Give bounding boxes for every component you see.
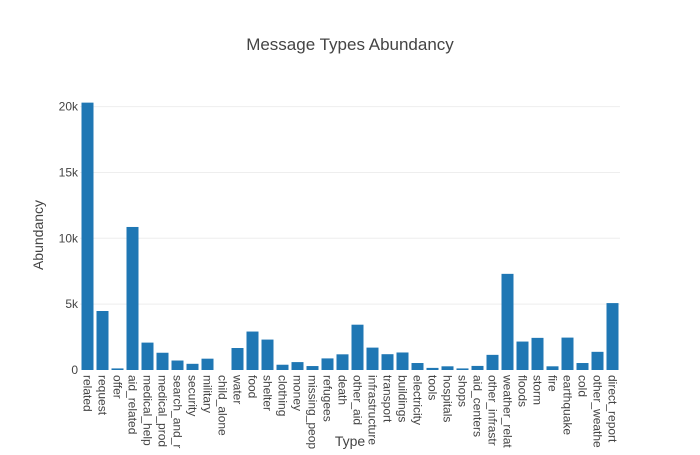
x-tick-label: offer [111,375,125,399]
x-tick-label: child_alone [216,375,230,436]
bar-fire[interactable] [546,366,559,370]
bar-storm[interactable] [531,337,544,370]
x-tick-label: hospitals [441,375,455,422]
bar-tools[interactable] [426,367,439,370]
x-tick-label: food [246,375,260,398]
x-tick-label: cold [576,375,590,397]
x-tick-label: clothing [276,375,290,416]
y-tick-label: 10k [59,231,79,245]
bar-other_aid[interactable] [351,324,364,370]
bar-refugees[interactable] [321,358,334,370]
bar-transport[interactable] [381,354,394,370]
bar-clothing[interactable] [276,364,289,370]
bar-military[interactable] [201,358,214,370]
bar-search_and_r[interactable] [171,360,184,370]
bar-aid_related[interactable] [126,226,139,370]
bar-money[interactable] [291,362,304,370]
bar-other_weathe[interactable] [591,351,604,370]
bar-shops[interactable] [456,368,469,370]
bar-electricity[interactable] [411,363,424,370]
x-tick-label: refugees [321,375,335,422]
bar-related[interactable] [81,102,94,370]
x-tick-label: other_weathe [591,375,605,448]
bar-water[interactable] [231,348,244,370]
x-tick-label: water [231,374,245,404]
bar-infrastructure[interactable] [366,347,379,370]
x-axis-title: Type [335,433,366,449]
bar-medical_help[interactable] [141,342,154,370]
x-tick-label: earthquake [561,375,575,435]
x-tick-labels: related request offer aid_related medical_he… [81,374,620,449]
x-tick-label: direct_report [606,375,620,443]
x-tick-label: aid_centers [471,375,485,437]
bar-cold[interactable] [576,363,589,370]
x-tick-label: fire [546,375,560,392]
x-tick-label: floods [516,375,530,407]
bar-security[interactable] [186,363,199,370]
y-tick-label: 5k [65,297,79,311]
x-tick-label: shelter [261,375,275,411]
x-tick-label: death [336,375,350,405]
x-tick-label: other_infrastr [486,375,500,446]
bar-buildings[interactable] [396,352,409,370]
chart-title: Message Types Abundancy [246,35,454,54]
x-tick-label: medical_prod [156,375,170,447]
x-tick-label: infrastructure [366,375,380,445]
bars [81,102,619,370]
x-tick-label: shops [456,375,470,407]
y-tick-label: 20k [59,100,79,114]
bar-offer[interactable] [111,368,124,370]
x-tick-label: security [186,375,200,416]
y-axis-title: Abundancy [30,200,46,270]
y-tick-label: 15k [59,165,79,179]
x-tick-label: medical_help [141,375,155,446]
x-tick-label: other_aid [351,375,365,425]
bar-direct_report[interactable] [606,303,619,370]
x-tick-label: missing_peop [306,375,320,449]
x-tick-label: storm [531,375,545,405]
bar-request[interactable] [96,310,109,370]
bar-floods[interactable] [516,341,529,370]
x-tick-label: buildings [396,375,410,422]
bar-other_infrastr[interactable] [486,354,499,370]
x-tick-label: related [81,375,95,412]
x-tick-label: transport [381,375,395,423]
y-tick-labels: 0 5k 10k 15k 20k [59,100,79,377]
x-tick-label: tools [426,375,440,400]
bar-shelter[interactable] [261,339,274,370]
x-tick-label: money [291,375,305,411]
bar-hospitals[interactable] [441,366,454,370]
bar-death[interactable] [336,354,349,370]
bar-earthquake[interactable] [561,337,574,370]
bar-missing_peop[interactable] [306,366,319,370]
y-tick-label: 0 [71,363,78,377]
x-tick-label: weather_relat [501,374,515,448]
x-tick-label: aid_related [126,375,140,434]
bar-weather_relat[interactable] [501,273,514,370]
gridlines [80,106,620,305]
x-tick-label: electricity [411,375,425,425]
bar-aid_centers[interactable] [471,365,484,370]
bar-medical_prod[interactable] [156,352,169,370]
x-tick-label: search_and_r [171,375,185,448]
bar-food[interactable] [246,331,259,370]
x-tick-label: request [96,375,110,416]
x-tick-label: military [201,375,215,413]
